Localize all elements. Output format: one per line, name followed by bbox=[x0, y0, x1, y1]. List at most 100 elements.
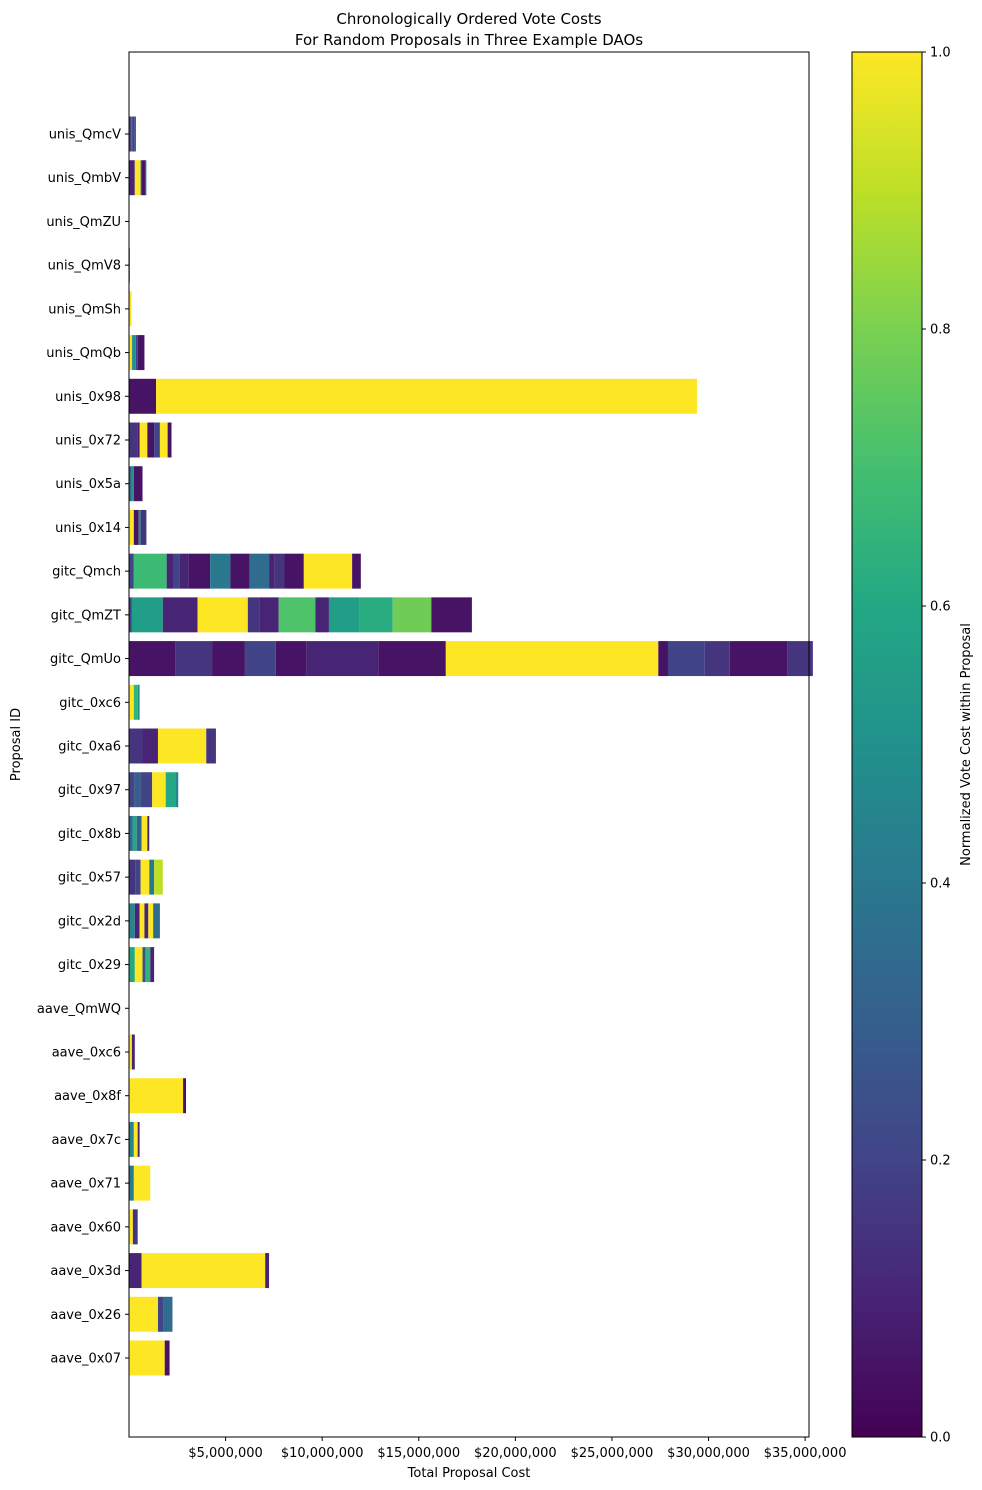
bar-segment-gitc_0x8b-2 bbox=[136, 815, 142, 851]
bar-segment-gitc_Qmch-11 bbox=[284, 553, 304, 589]
bar-segment-gitc_0x57-3 bbox=[149, 859, 155, 895]
bar-segment-unis_0x14-1 bbox=[133, 509, 139, 545]
y-tick-label: unis_QmcV bbox=[49, 128, 121, 143]
bar-segment-gitc_Qmch-0 bbox=[129, 553, 134, 589]
bar-segment-gitc_Qmch-10 bbox=[274, 553, 285, 589]
chart-title-line2: For Random Proposals in Three Example DA… bbox=[295, 31, 643, 49]
bar-segment-gitc_QmUo-3 bbox=[244, 641, 276, 677]
bar-segment-unis_QmQb-0 bbox=[129, 335, 132, 371]
bar-segment-gitc_0x97-4 bbox=[165, 772, 176, 808]
bar-segment-gitc_0xa6-2 bbox=[157, 728, 207, 764]
bar-segment-gitc_0x29-1 bbox=[134, 947, 143, 983]
bar-segment-gitc_QmZT-11 bbox=[431, 597, 472, 633]
y-tick-label: gitc_0xc6 bbox=[59, 696, 121, 711]
bar-segment-aave_0x3d-1 bbox=[141, 1253, 266, 1289]
bar-segment-unis_QmbV-1 bbox=[134, 160, 141, 196]
bar-segment-aave_0x60-0 bbox=[129, 1209, 133, 1245]
y-tick-label: unis_QmQb bbox=[46, 346, 121, 361]
bar-segment-gitc_QmUo-7 bbox=[445, 641, 659, 677]
bar-segment-unis_0x5a-0 bbox=[129, 466, 132, 502]
bar-segment-unis_QmQb-3 bbox=[135, 335, 138, 371]
bar-segment-unis_QmQb-2 bbox=[132, 335, 136, 371]
y-tick-label: aave_0x26 bbox=[50, 1308, 121, 1323]
y-axis-label: Proposal ID bbox=[9, 708, 24, 781]
x-tick-label: $20,000,000 bbox=[474, 1446, 557, 1461]
bar-segment-gitc_QmZT-4 bbox=[247, 597, 260, 633]
colorbar-tick-label: 0.4 bbox=[930, 877, 951, 892]
bar-segment-aave_0xc6-0 bbox=[129, 1034, 132, 1070]
y-tick-label: aave_0x71 bbox=[50, 1177, 121, 1192]
x-axis-label: Total Proposal Cost bbox=[407, 1466, 531, 1481]
bar-segment-gitc_Qmch-2 bbox=[166, 553, 174, 589]
bar-segment-gitc_0x97-5 bbox=[175, 772, 179, 808]
bar-segment-aave_0x3d-2 bbox=[265, 1253, 270, 1289]
bar-segment-gitc_QmUo-4 bbox=[275, 641, 307, 677]
bar-segment-gitc_QmZT-8 bbox=[328, 597, 360, 633]
bar-segment-gitc_0x8b-1 bbox=[132, 815, 137, 851]
y-tick-label: gitc_QmUo bbox=[50, 652, 121, 667]
bar-segment-gitc_Qmch-8 bbox=[249, 553, 270, 589]
bar-segment-aave_0x8f-0 bbox=[129, 1078, 184, 1114]
bars-group bbox=[129, 116, 813, 1376]
bar-segment-unis_0x72-3 bbox=[147, 422, 155, 458]
bar-segment-gitc_0x97-2 bbox=[140, 772, 153, 808]
y-tick-label: aave_0xc6 bbox=[52, 1046, 121, 1061]
bar-segment-unis_QmcV-2 bbox=[131, 116, 133, 152]
bar-segment-gitc_QmZT-5 bbox=[259, 597, 279, 633]
bar-segment-unis_QmbV-4 bbox=[145, 160, 147, 196]
y-tick-label: unis_0x72 bbox=[55, 434, 121, 449]
bar-segment-gitc_0x57-1 bbox=[135, 859, 141, 895]
bar-segment-gitc_QmZT-0 bbox=[129, 597, 132, 633]
bar-segment-gitc_Qmch-6 bbox=[210, 553, 231, 589]
y-tick-label: gitc_0x2d bbox=[58, 914, 121, 929]
x-tick-label: $35,000,000 bbox=[764, 1446, 847, 1461]
bar-segment-gitc_0x57-0 bbox=[129, 859, 136, 895]
y-tick-label: gitc_0x29 bbox=[58, 958, 121, 973]
y-tick-label: unis_0x14 bbox=[55, 521, 121, 536]
bar-segment-unis_QmQb-1 bbox=[131, 335, 133, 371]
y-tick-label: gitc_0x57 bbox=[58, 871, 121, 886]
bar-segment-gitc_0x57-4 bbox=[154, 859, 163, 895]
bar-segment-unis_0x72-6 bbox=[167, 422, 172, 458]
y-tick-label: aave_0x07 bbox=[50, 1352, 121, 1367]
x-axis-ticks: $5,000,000 $10,000,000 $15,000,000 $20,000,… bbox=[188, 1437, 846, 1461]
bar-segment-gitc_0x29-3 bbox=[145, 947, 151, 983]
bar-segment-gitc_QmZT-3 bbox=[197, 597, 248, 633]
bar-segment-aave_0x7c-2 bbox=[137, 1121, 140, 1157]
bar-segment-unis_QmcV-0 bbox=[129, 116, 131, 152]
bar-segment-aave_0xc6-1 bbox=[131, 1034, 135, 1070]
bar-segment-gitc_0x2d-1 bbox=[134, 903, 140, 939]
y-tick-label: aave_0x8f bbox=[54, 1089, 121, 1104]
bar-segment-gitc_0x8b-3 bbox=[141, 815, 148, 851]
y-tick-label: gitc_0x97 bbox=[58, 783, 121, 798]
bar-segment-unis_0x72-2 bbox=[139, 422, 148, 458]
bar-segment-unis_0x5a-2 bbox=[133, 466, 143, 502]
bar-segment-gitc_Qmch-13 bbox=[352, 553, 361, 589]
bar-segment-aave_0x07-0 bbox=[129, 1340, 165, 1376]
bar-segment-gitc_0x2d-5 bbox=[153, 903, 160, 939]
bar-segment-gitc_0x97-0 bbox=[129, 772, 135, 808]
bar-segment-gitc_0x29-2 bbox=[142, 947, 146, 983]
colorbar bbox=[851, 51, 923, 1438]
y-tick-label: gitc_Qmch bbox=[52, 565, 121, 580]
bar-segment-gitc_QmUo-0 bbox=[129, 641, 176, 677]
bar-segment-gitc_0x29-0 bbox=[129, 947, 135, 983]
bar-segment-gitc_QmUo-9 bbox=[667, 641, 705, 677]
bar-segment-gitc_Qmch-9 bbox=[269, 553, 275, 589]
bar-segment-gitc_0x2d-3 bbox=[144, 903, 149, 939]
bar-segment-unis_0x14-3 bbox=[140, 509, 147, 545]
bar-segment-aave_0x7c-0 bbox=[129, 1121, 134, 1157]
y-tick-label: unis_QmZU bbox=[46, 215, 121, 230]
bar-segment-unis_0x5a-1 bbox=[131, 466, 134, 502]
bar-segment-aave_0x26-0 bbox=[129, 1296, 158, 1332]
bar-segment-unis_0x14-2 bbox=[138, 509, 141, 545]
bar-segment-gitc_0x2d-4 bbox=[148, 903, 154, 939]
bar-segment-aave_0x60-1 bbox=[132, 1209, 138, 1245]
bar-segment-gitc_QmZT-7 bbox=[315, 597, 329, 633]
y-tick-label: gitc_QmZT bbox=[51, 608, 121, 623]
bar-segment-gitc_0x57-2 bbox=[140, 859, 150, 895]
bar-segment-unis_QmSh-0 bbox=[129, 291, 132, 327]
bar-segment-gitc_Qmch-12 bbox=[303, 553, 353, 589]
y-tick-label: aave_QmWQ bbox=[37, 1002, 121, 1017]
